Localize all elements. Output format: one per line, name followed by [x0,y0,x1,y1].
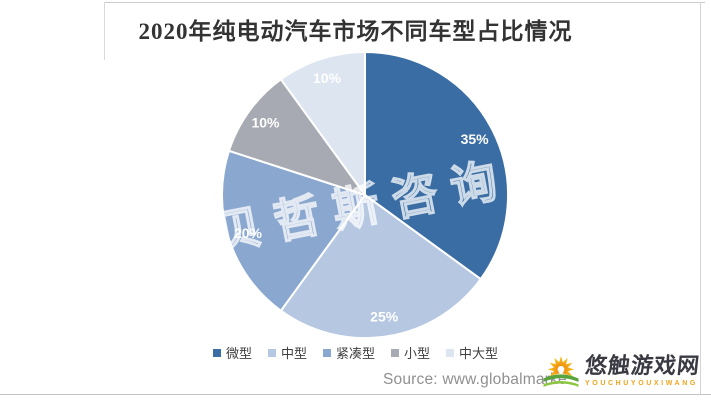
legend-swatch-小型 [391,348,399,357]
legend-label: 紧凑型 [335,346,375,361]
pie-slice-label-小型: 10% [251,115,280,131]
pie-slice-label-微型: 35% [461,131,490,147]
sun-field-logo-icon [543,356,579,387]
legend-swatch-中大型 [446,348,455,357]
pie-slice-label-中大型: 10% [313,70,342,86]
pie-slice-紧凑型 [221,149,367,313]
source-text: Source: www.globalmarke [383,371,567,388]
pie-chart: 35% 25% 20% 10% 10% [221,50,510,340]
legend-swatch-中型 [267,348,276,357]
pie-chart-area: 35% 25% 20% 10% 10% [219,49,511,341]
legend-label: 微型 [225,346,252,361]
frame-border-bottom [0,394,711,395]
pie-slice-中大型 [279,50,366,199]
legend-label: 小型 [404,346,431,361]
site-name-latin: YOUCHUYOUXIWANG [585,380,698,387]
frame-border-left [104,2,105,60]
pie-slice-中型 [279,193,483,340]
legend-label: 中大型 [459,346,499,361]
pie-slice-label-中型: 25% [370,309,399,325]
legend-item-微型: 微型 [212,343,252,362]
site-name: 悠触游戏网 [583,353,702,378]
frame-border-top [104,2,705,3]
pie-slice-微型 [364,50,510,281]
legend-label: 中型 [280,346,307,361]
frame-border-right [700,2,701,394]
site-brand: 悠触游戏网 YOUCHUYOUXIWANG [541,347,709,395]
legend-item-中型: 中型 [267,343,307,362]
legend-swatch-微型 [212,348,221,357]
chart-title: 2020年纯电动汽车市场不同车型占比情况 [138,19,573,44]
pie-slice-小型 [227,77,368,197]
legend-item-紧凑型: 紧凑型 [322,343,375,362]
pie-slice-label-紧凑型: 20% [234,225,263,241]
legend-item-中大型: 中大型 [446,343,498,362]
chart-legend: 微型 中型 紧凑型 小型 中大型 [0,343,711,362]
legend-swatch-紧凑型 [322,348,331,357]
legend-item-小型: 小型 [391,343,430,362]
